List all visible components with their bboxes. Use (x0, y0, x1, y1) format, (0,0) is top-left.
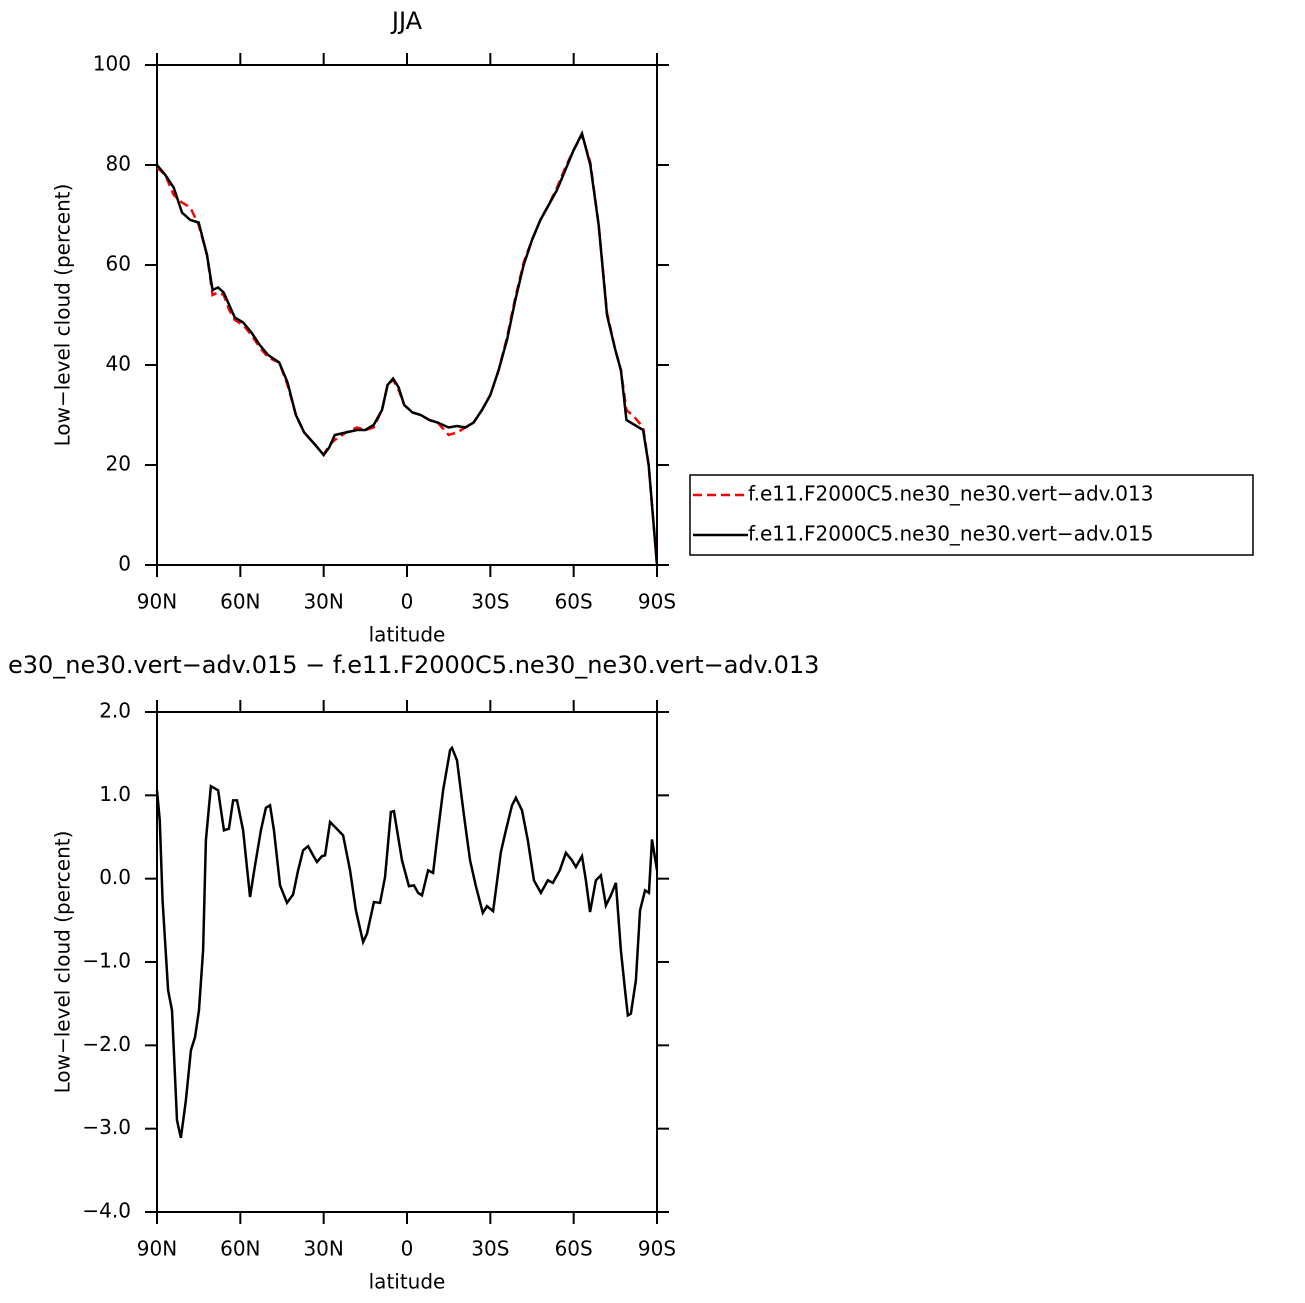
x-tick-label: 30N (303, 1237, 343, 1261)
data-line (156, 130, 659, 566)
chart-title: e30_ne30.vert−adv.015 − f.e11.F2000C5.ne… (8, 651, 819, 679)
legend-label: f.e11.F2000C5.ne30_ne30.vert−adv.015 (748, 522, 1153, 546)
y-axis-label: Low−level cloud (percent) (51, 184, 75, 447)
x-tick-label: 0 (401, 590, 414, 614)
plot-frame (156, 711, 658, 1213)
y-tick-label: 60 (106, 252, 131, 276)
y-tick-label: 20 (106, 452, 131, 476)
data-line (156, 131, 659, 566)
y-tick-label: −4.0 (82, 1199, 131, 1223)
y-tick-label: −2.0 (82, 1032, 131, 1056)
y-tick-label: −1.0 (82, 949, 131, 973)
y-tick-label: 40 (106, 352, 131, 376)
x-tick-label: 90S (638, 1237, 676, 1261)
y-axis-label: Low−level cloud (percent) (51, 831, 75, 1094)
chart-title: JJA (390, 7, 423, 35)
legend-box (689, 474, 1254, 556)
x-tick-label: 30S (471, 590, 509, 614)
y-tick-label: 80 (106, 152, 131, 176)
x-tick-label: 30N (303, 590, 343, 614)
y-tick-label: 0 (118, 552, 131, 576)
x-tick-label: 90N (137, 1237, 177, 1261)
plot-frame (156, 64, 658, 566)
x-tick-label: 60N (220, 590, 260, 614)
y-tick-label: 1.0 (99, 782, 131, 806)
y-tick-label: −3.0 (82, 1115, 131, 1139)
x-tick-label: 30S (471, 1237, 509, 1261)
y-tick-label: 100 (93, 52, 131, 76)
x-tick-label: 90N (137, 590, 177, 614)
y-tick-label: 2.0 (99, 699, 131, 723)
x-tick-label: 60S (555, 590, 593, 614)
x-tick-label: 90S (638, 590, 676, 614)
x-tick-label: 0 (401, 1237, 414, 1261)
legend-label: f.e11.F2000C5.ne30_ne30.vert−adv.013 (748, 482, 1153, 506)
y-tick-label: 0.0 (99, 865, 131, 889)
data-line (155, 745, 659, 1139)
x-tick-label: 60S (555, 1237, 593, 1261)
x-axis-label: latitude (369, 623, 446, 647)
x-axis-label: latitude (369, 1270, 446, 1294)
x-tick-label: 60N (220, 1237, 260, 1261)
